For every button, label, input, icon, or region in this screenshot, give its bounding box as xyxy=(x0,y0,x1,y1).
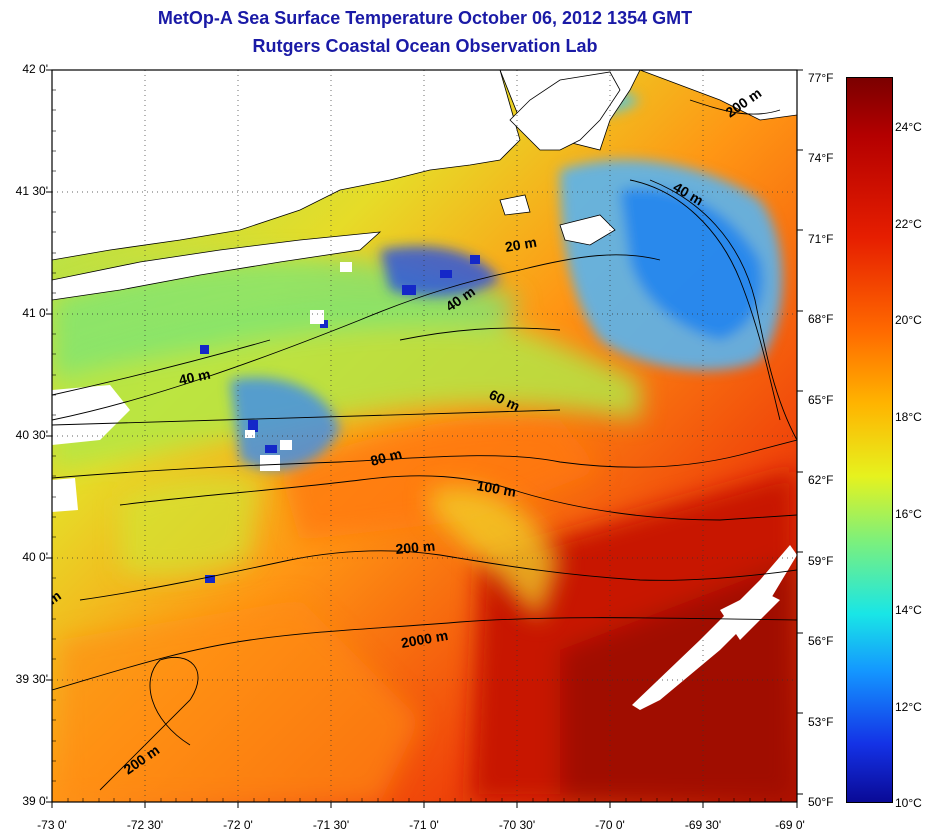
celsius-label: 24°C xyxy=(895,120,922,134)
axis-ticks xyxy=(46,69,803,808)
celsius-label: 12°C xyxy=(895,700,922,714)
temperature-colorbar xyxy=(846,77,893,803)
lon-label: -70 30' xyxy=(498,818,536,832)
lon-label: -70 0' xyxy=(595,818,625,832)
fahrenheit-label: 77°F xyxy=(808,71,834,85)
isobath-label: 80 m xyxy=(369,445,404,469)
isobath-lines xyxy=(52,99,797,791)
celsius-label: 10°C xyxy=(895,796,922,810)
lon-label: -69 0' xyxy=(775,818,805,832)
fahrenheit-label: 59°F xyxy=(808,554,834,568)
celsius-label: 14°C xyxy=(895,603,922,617)
lon-label: -72 0' xyxy=(223,818,253,832)
isobath-label: 20 m xyxy=(504,234,538,255)
isobath-label: 200 m xyxy=(395,538,436,557)
lat-label: 39 30' xyxy=(15,672,48,686)
lon-label: -71 30' xyxy=(312,818,350,832)
celsius-label: 20°C xyxy=(895,313,922,327)
fahrenheit-label: 65°F xyxy=(808,393,834,407)
map-subtitle: Rutgers Coastal Ocean Observation Lab xyxy=(252,36,598,56)
map-title: MetOp-A Sea Surface Temperature October … xyxy=(157,8,693,28)
graticule xyxy=(52,70,797,802)
celsius-label: 18°C xyxy=(895,410,922,424)
lon-label: -73 0' xyxy=(37,818,67,832)
minor-ticks xyxy=(52,89,782,802)
fahrenheit-label: 68°F xyxy=(808,312,834,326)
fahrenheit-label: 71°F xyxy=(808,232,834,246)
celsius-label: 16°C xyxy=(895,507,922,521)
lon-label: -72 30' xyxy=(126,818,164,832)
lat-label: 40 0' xyxy=(22,550,48,564)
fahrenheit-label: 53°F xyxy=(808,715,834,729)
lon-label: -71 0' xyxy=(409,818,439,832)
isobath-label: 40 m xyxy=(177,366,212,388)
lat-label: 41 0' xyxy=(22,306,48,320)
fahrenheit-label: 62°F xyxy=(808,473,834,487)
lat-label: 42 0' xyxy=(22,62,48,76)
celsius-label: 22°C xyxy=(895,217,922,231)
fahrenheit-label: 74°F xyxy=(808,151,834,165)
lat-label: 40 30' xyxy=(15,428,48,442)
lat-label: 39 0' xyxy=(22,794,48,808)
lon-label: -69 30' xyxy=(684,818,722,832)
land xyxy=(52,70,797,301)
isobath-label: m xyxy=(45,587,64,607)
cloud-mask xyxy=(52,262,797,710)
lat-label: 41 30' xyxy=(15,184,48,198)
fahrenheit-label: 56°F xyxy=(808,634,834,648)
fahrenheit-label: 50°F xyxy=(808,795,834,809)
isobath-label: 100 m xyxy=(475,477,517,500)
